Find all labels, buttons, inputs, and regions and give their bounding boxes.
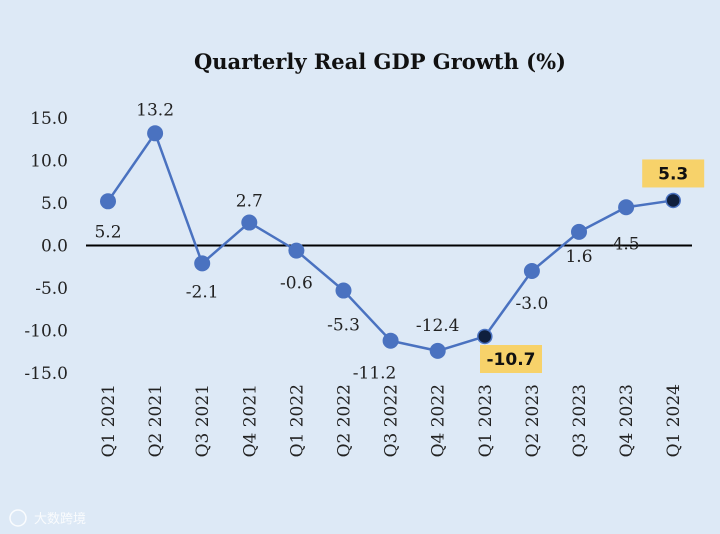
watermark-logo-icon bbox=[9, 509, 27, 527]
data-label: 4.5 bbox=[613, 234, 640, 254]
data-label: -5.3 bbox=[327, 316, 360, 336]
x-tick-label: Q4 2021 bbox=[240, 384, 260, 457]
data-label: -3.0 bbox=[516, 294, 549, 314]
highlight-label-text: 5.3 bbox=[658, 164, 688, 184]
data-label: -11.2 bbox=[353, 364, 397, 384]
watermark: 大数跨境 bbox=[9, 509, 86, 527]
data-point bbox=[147, 125, 164, 142]
data-label: -2.1 bbox=[186, 282, 219, 302]
data-label: 13.2 bbox=[136, 100, 174, 120]
y-tick-label: 10.0 bbox=[30, 152, 68, 172]
highlighted-point bbox=[665, 192, 681, 209]
x-tick-label: Q2 2023 bbox=[523, 384, 543, 457]
y-tick-label: -5.0 bbox=[35, 279, 68, 299]
data-point bbox=[100, 193, 116, 210]
x-tick-label: Q2 2021 bbox=[146, 384, 166, 457]
x-tick-label: Q4 2023 bbox=[617, 384, 637, 457]
data-label: -0.6 bbox=[280, 274, 313, 294]
x-tick-label: Q1 2023 bbox=[476, 384, 496, 457]
highlight-label-box bbox=[642, 159, 705, 188]
data-label: 5.2 bbox=[94, 222, 121, 242]
highlight-label-box bbox=[480, 345, 542, 373]
y-tick-label: -15.0 bbox=[24, 364, 68, 384]
data-label: 1.6 bbox=[565, 247, 592, 267]
x-tick-label: Q3 2021 bbox=[193, 384, 213, 457]
chart-title: Quarterly Real GDP Growth (%) bbox=[194, 49, 566, 74]
x-tick-label: Q1 2024 bbox=[664, 384, 684, 457]
y-tick-label: 15.0 bbox=[30, 109, 68, 129]
data-labels: 5.2 13.2 -2.1 2.7 -0.6 -5.3 -11.2 -12.4 -10.7 -3.… bbox=[94, 100, 705, 384]
data-point bbox=[335, 282, 352, 299]
watermark-text: 大数跨境 bbox=[34, 512, 86, 527]
data-point bbox=[429, 342, 446, 359]
data-point bbox=[241, 214, 258, 231]
x-axis-ticks: Q1 2021 Q2 2021 Q3 2021 Q4 2021 Q1 2022 Q2 20… bbox=[99, 384, 684, 457]
data-label: 2.7 bbox=[236, 192, 263, 212]
data-point bbox=[618, 199, 635, 216]
x-tick-label: Q3 2023 bbox=[570, 384, 590, 457]
x-tick-label: Q2 2022 bbox=[335, 384, 355, 457]
highlight-label-text: -10.7 bbox=[487, 350, 536, 370]
x-tick-label: Q1 2022 bbox=[287, 384, 307, 457]
highlighted-point bbox=[477, 328, 493, 345]
y-tick-label: -10.0 bbox=[24, 322, 68, 342]
y-tick-label: 5.0 bbox=[41, 194, 68, 214]
data-point bbox=[194, 255, 211, 272]
x-tick-label: Q1 2021 bbox=[99, 384, 119, 457]
y-axis-ticks: 15.0 10.0 5.0 0.0 -5.0 -10.0 -15.0 bbox=[24, 109, 68, 384]
x-tick-label: Q3 2022 bbox=[382, 384, 402, 457]
data-point bbox=[288, 242, 305, 259]
data-point bbox=[523, 263, 540, 279]
data-label: -12.4 bbox=[416, 316, 460, 336]
data-point bbox=[382, 332, 399, 349]
data-point bbox=[571, 223, 587, 240]
data-markers bbox=[100, 125, 681, 359]
y-tick-label: 0.0 bbox=[41, 237, 68, 257]
x-tick-label: Q4 2022 bbox=[429, 384, 449, 457]
